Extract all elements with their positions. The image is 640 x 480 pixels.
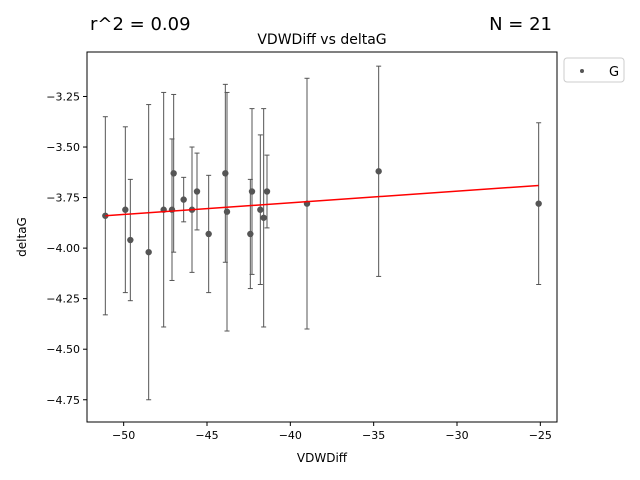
x-tick-label: −45 — [195, 429, 218, 442]
data-point — [248, 188, 256, 195]
legend: G — [563, 57, 625, 83]
data-point — [535, 200, 542, 207]
y-tick-label: −3.50 — [46, 141, 80, 154]
data-point — [145, 248, 152, 256]
x-tick-label: −35 — [362, 429, 385, 442]
x-tick-label: −40 — [279, 429, 302, 442]
chart-title: VDWDiff vs deltaG — [257, 32, 386, 48]
x-tick-label: −30 — [445, 429, 468, 442]
data-point — [257, 206, 264, 213]
data-point — [223, 208, 231, 215]
n-annotation: N = 21 — [489, 14, 552, 35]
x-tick-label: −50 — [112, 429, 135, 442]
data-point — [375, 168, 382, 175]
y-tick-label: −4.25 — [46, 293, 80, 306]
data-point — [222, 170, 229, 177]
x-axis-ticks: −50 −45 −40 −35 −30 −25 — [112, 422, 552, 442]
plot-area — [102, 65, 542, 401]
x-tick-label: −25 — [529, 429, 552, 442]
y-axis-ticks: −4.75 −4.50 −4.25 −4.00 −3.75 −3.50 −3.25 — [46, 90, 87, 407]
data-point — [193, 188, 201, 195]
y-tick-label: −4.75 — [46, 394, 80, 407]
axes-frame — [86, 51, 558, 423]
regression-line — [105, 184, 539, 217]
data-point — [170, 170, 177, 177]
legend-marker — [580, 69, 584, 73]
data-point — [247, 230, 254, 238]
legend-entry-label: G — [609, 65, 619, 80]
y-tick-label: −3.25 — [46, 90, 80, 103]
data-point — [122, 206, 129, 213]
data-point — [180, 196, 187, 203]
y-axis-label: deltaG — [15, 217, 29, 257]
y-tick-label: −3.75 — [46, 192, 80, 205]
x-axis-label: VDWDiff — [297, 451, 348, 465]
r2-annotation: r^2 = 0.09 — [90, 14, 191, 35]
data-point — [263, 188, 271, 195]
y-tick-label: −4.50 — [46, 343, 80, 356]
legend-box — [563, 57, 625, 83]
y-tick-label: −4.00 — [46, 242, 80, 255]
data-point — [127, 236, 134, 244]
data-point — [205, 230, 212, 238]
data-point — [260, 214, 267, 221]
